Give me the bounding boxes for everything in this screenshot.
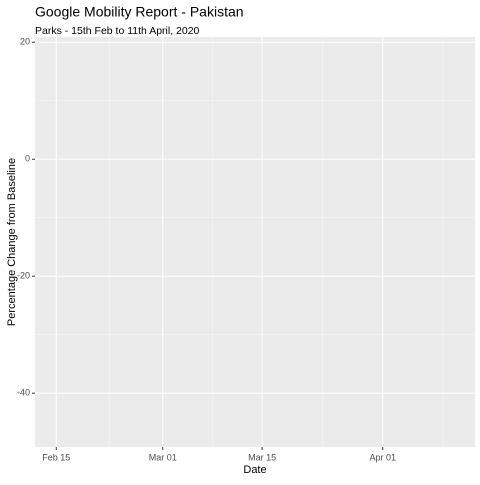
chart-title: Google Mobility Report - Pakistan (35, 4, 244, 20)
y-tick-label: 20 (20, 37, 30, 47)
chart-subtitle: Parks - 15th Feb to 11th April, 2020 (35, 25, 200, 37)
y-tick-label: -20 (17, 271, 30, 281)
y-tick-label: -40 (17, 388, 30, 398)
y-tick-label: 0 (25, 154, 30, 164)
x-tick-label: Mar 01 (149, 452, 177, 462)
x-tick-label: Apr 01 (369, 452, 396, 462)
plot-panel (35, 37, 475, 447)
x-tick-label: Mar 15 (248, 452, 276, 462)
y-axis-label: Percentage Change from Baseline (6, 158, 18, 326)
x-axis-label: Date (243, 464, 266, 476)
x-tick-label: Feb 15 (42, 452, 70, 462)
